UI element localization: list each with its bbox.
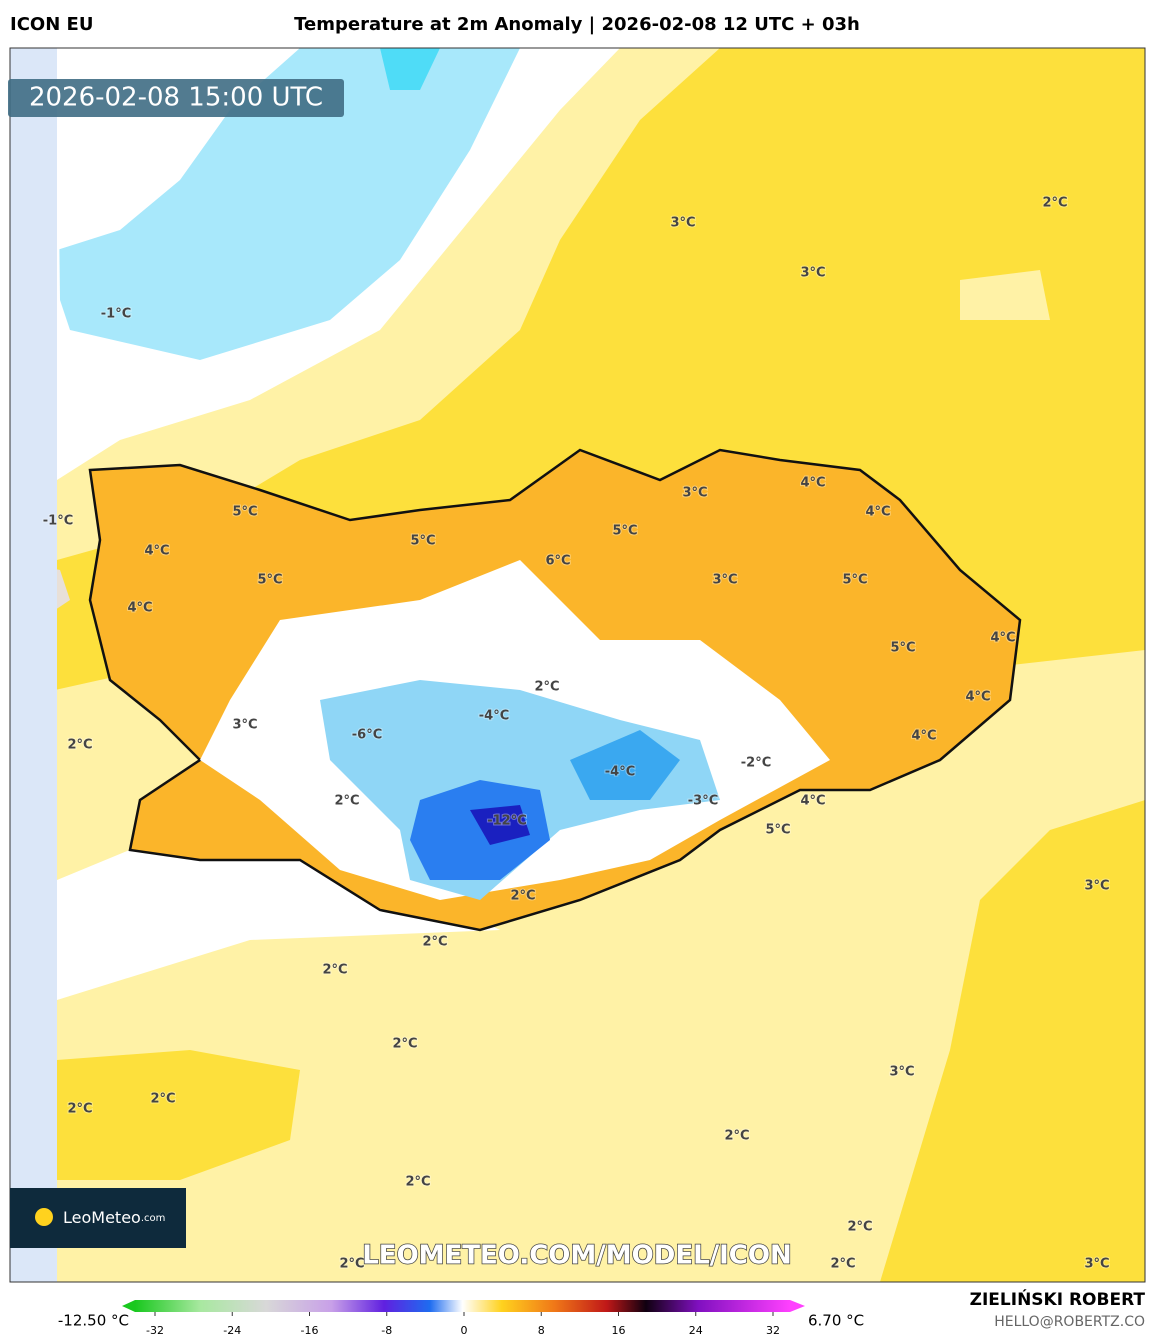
contour-label: -6°C bbox=[352, 728, 382, 743]
colorbar-tick-label: 32 bbox=[766, 1324, 780, 1337]
colorbar-arrow bbox=[122, 1300, 135, 1312]
colorbar-tick-label: 8 bbox=[538, 1324, 545, 1337]
logo-text: LeoMeteo.com bbox=[63, 1208, 165, 1227]
logo-sun bbox=[35, 1208, 53, 1226]
contour-label: 3°C bbox=[800, 266, 825, 281]
contour-label: -3°C bbox=[688, 794, 718, 809]
field-coldest bbox=[470, 805, 530, 845]
field-warm bbox=[880, 800, 1145, 1282]
field-colder bbox=[410, 780, 550, 880]
contour-label: -4°C bbox=[479, 709, 509, 724]
field-warm bbox=[57, 1050, 300, 1180]
logo-name: LeoMeteo bbox=[63, 1208, 141, 1227]
contour-label: 2°C bbox=[67, 738, 92, 753]
contour-label: 4°C bbox=[800, 794, 825, 809]
contour-label: 4°C bbox=[990, 631, 1015, 646]
author: ZIELIŃSKI ROBERT bbox=[970, 1288, 1146, 1310]
contour-label: 4°C bbox=[800, 476, 825, 491]
contour-label: -2°C bbox=[741, 756, 771, 771]
contour-label: 2°C bbox=[422, 935, 447, 950]
contour-label: 2°C bbox=[322, 963, 347, 978]
contour-label: 5°C bbox=[765, 823, 790, 838]
contour-label: 2°C bbox=[392, 1037, 417, 1052]
contour-label: 4°C bbox=[911, 729, 936, 744]
contour-label: 2°C bbox=[724, 1129, 749, 1144]
contour-label: 5°C bbox=[842, 573, 867, 588]
field-cyan bbox=[380, 48, 440, 90]
contour-label: 3°C bbox=[1084, 879, 1109, 894]
colorbar-arrow bbox=[790, 1300, 805, 1312]
contour-label: 2°C bbox=[510, 889, 535, 904]
field-light bbox=[960, 270, 1050, 320]
contour-label: 2°C bbox=[150, 1092, 175, 1107]
colorbar-min: -12.50 °C bbox=[58, 1312, 129, 1330]
contour-label: 2°C bbox=[67, 1102, 92, 1117]
colorbar-tick-label: 16 bbox=[612, 1324, 626, 1337]
contour-label: -1°C bbox=[101, 307, 131, 322]
colorbar-max: 6.70 °C bbox=[808, 1312, 864, 1330]
logo-suffix: .com bbox=[141, 1213, 166, 1224]
contour-label: 5°C bbox=[257, 573, 282, 588]
contour-label: 2°C bbox=[334, 794, 359, 809]
colorbar-tick-label: 24 bbox=[689, 1324, 703, 1337]
contour-label: 2°C bbox=[534, 680, 559, 695]
contour-label: 4°C bbox=[127, 601, 152, 616]
colorbar-tick-label: 0 bbox=[461, 1324, 468, 1337]
contour-label: -12°C bbox=[487, 814, 527, 829]
colorbar bbox=[135, 1300, 790, 1312]
contour-label: 2°C bbox=[1042, 196, 1067, 211]
edge-strip bbox=[10, 48, 57, 1282]
contour-label: 4°C bbox=[965, 690, 990, 705]
contour-label: 3°C bbox=[889, 1065, 914, 1080]
contour-label: 3°C bbox=[670, 216, 695, 231]
contour-label: 3°C bbox=[1084, 1257, 1109, 1272]
contour-label: 5°C bbox=[232, 505, 257, 520]
contour-label: 3°C bbox=[682, 486, 707, 501]
title: Temperature at 2m Anomaly | 2026-02-08 1… bbox=[294, 14, 860, 35]
contour-label: 3°C bbox=[712, 573, 737, 588]
model-name: ICON EU bbox=[10, 14, 93, 35]
contour-label: 6°C bbox=[545, 554, 570, 569]
contour-label: 3°C bbox=[232, 718, 257, 733]
contour-label: 4°C bbox=[865, 505, 890, 520]
contour-label: 2°C bbox=[405, 1175, 430, 1190]
map bbox=[10, 48, 1145, 1282]
contour-label: 5°C bbox=[612, 524, 637, 539]
contour-labels: 3°C 2°C 3°C -1°C 5°C -1°C 4°C 5°C 4°C 5°C 6°C 5°C 3°… bbox=[42, 195, 1111, 1273]
field-colder bbox=[570, 730, 680, 800]
colorbar-tick-label: -16 bbox=[301, 1324, 319, 1337]
map-frame bbox=[9, 47, 1146, 1283]
watermark: LEOMETEO.COM/MODEL/ICON bbox=[362, 1241, 792, 1271]
contour-label: 2°C bbox=[847, 1220, 872, 1235]
contour-label: 2°C bbox=[339, 1257, 364, 1272]
time-badge bbox=[8, 79, 344, 117]
contact: HELLO@ROBERTZ.CO bbox=[994, 1314, 1145, 1330]
contour-label: 4°C bbox=[144, 544, 169, 559]
contour-label: 5°C bbox=[890, 641, 915, 656]
contour-label: -1°C bbox=[43, 514, 73, 529]
contour-label: -4°C bbox=[605, 765, 635, 780]
contour-label: 2°C bbox=[830, 1257, 855, 1272]
colorbar-tick-label: -32 bbox=[146, 1324, 164, 1337]
colorbar-tick-label: -8 bbox=[381, 1324, 392, 1337]
colorbar-ticks: -32 -24 -16 -8 0 8 16 24 32 bbox=[146, 1312, 780, 1337]
colorbar-tick-label: -24 bbox=[223, 1324, 241, 1337]
contour-label: 5°C bbox=[410, 534, 435, 549]
valid-time: 2026-02-08 15:00 UTC bbox=[29, 83, 323, 113]
